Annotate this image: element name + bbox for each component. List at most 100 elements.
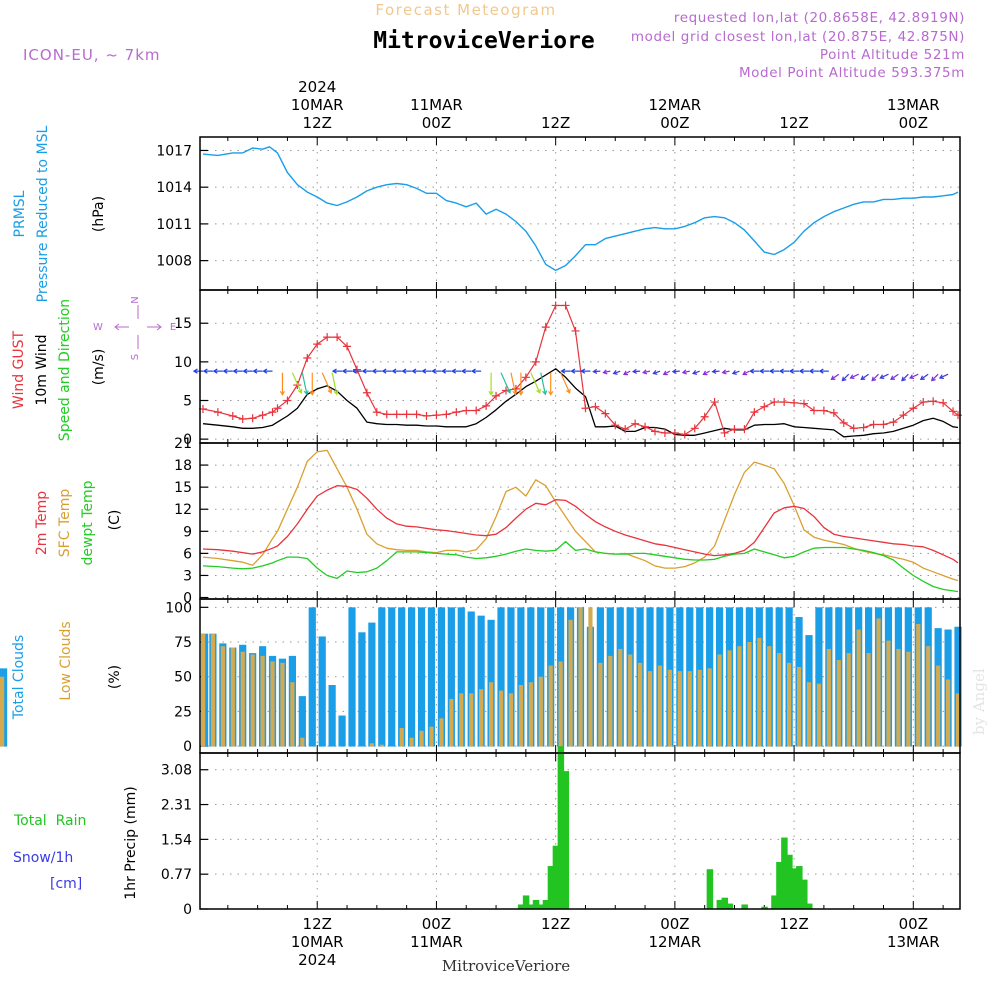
total-cloud-bar bbox=[338, 715, 346, 747]
low-cloud-bar bbox=[638, 662, 643, 747]
rain-bar bbox=[532, 899, 540, 909]
wind-arrow-icon bbox=[759, 368, 770, 374]
pressure-unit: (hPa) bbox=[91, 196, 107, 232]
low-cloud-bar bbox=[955, 693, 961, 747]
precip-label-rain: Total Rain bbox=[13, 813, 86, 829]
low-cloud-bar bbox=[548, 665, 553, 747]
cloud-label-total: Total Clouds bbox=[11, 635, 27, 720]
panels-layer: 1008101110141017051015036912151821025507… bbox=[0, 136, 963, 918]
rain-bar bbox=[796, 866, 803, 909]
temp-panel: 0 3 6 9 12 15 18 21 bbox=[174, 436, 961, 607]
wind-arrow-icon bbox=[570, 368, 581, 374]
wind-arrow-icon bbox=[681, 369, 690, 375]
gust-marker bbox=[670, 428, 679, 437]
rain-bar bbox=[771, 895, 778, 909]
low-cloud-bar bbox=[508, 693, 514, 747]
low-cloud-bar bbox=[816, 683, 822, 747]
bottom-time-label: 11MAR bbox=[410, 933, 463, 951]
wind-arrow-icon bbox=[930, 373, 939, 382]
wind-arrow-icon bbox=[830, 373, 840, 381]
gust-marker bbox=[680, 430, 689, 439]
requested-coords: requested lon,lat (20.8658E, 42.8919N) bbox=[674, 10, 965, 26]
pressure-label-msl: Pressure Reduced to MSL bbox=[35, 125, 51, 302]
wind-gust-line bbox=[202, 304, 959, 436]
y-tick-label: 6 bbox=[183, 546, 192, 562]
wind-arrow-icon bbox=[411, 368, 422, 374]
bottom-time-label: 2024 bbox=[298, 951, 336, 969]
top-time-label: 00Z bbox=[660, 114, 689, 132]
y-tick-label: 100 bbox=[165, 600, 192, 616]
wind-arrow-icon bbox=[451, 368, 462, 374]
wind-arrow-icon bbox=[341, 368, 352, 374]
gust-marker bbox=[720, 428, 729, 437]
wind-arrow-icon bbox=[351, 368, 362, 374]
wind-arrow-icon bbox=[631, 368, 641, 374]
gust-marker bbox=[780, 398, 789, 407]
wind-panel: 0 5 10 15 bbox=[174, 289, 963, 448]
gust-marker bbox=[611, 421, 620, 430]
wind-arrow-icon bbox=[671, 368, 680, 374]
gust-marker bbox=[800, 399, 809, 408]
total-cloud-bar bbox=[507, 607, 515, 747]
total-cloud-bar bbox=[298, 696, 306, 747]
low-cloud-bar bbox=[916, 623, 921, 747]
wind-arrow-icon bbox=[401, 368, 412, 374]
cloud-unit: (%) bbox=[107, 665, 123, 689]
wind-arrow-icon bbox=[580, 368, 591, 374]
temp-labels: 2m Temp SFC Temp dewpt Temp (C) bbox=[34, 480, 123, 565]
total-cloud-bar bbox=[467, 611, 475, 747]
temp-unit: (C) bbox=[107, 510, 123, 531]
low-cloud-bar bbox=[787, 662, 792, 747]
low-cloud-bar bbox=[201, 633, 206, 747]
low-cloud-bar bbox=[757, 637, 762, 747]
low-cloud-bar bbox=[876, 618, 881, 747]
total-cloud-bar bbox=[437, 607, 446, 747]
wind-arrow-icon bbox=[530, 372, 541, 394]
precip-labels: Total Rain Snow/1h [cm] 1hr Precip (mm) bbox=[13, 786, 139, 899]
low-cloud-bar bbox=[270, 661, 275, 747]
gust-marker bbox=[362, 388, 371, 397]
wind-arrow-icon bbox=[798, 368, 809, 374]
total-cloud-bar bbox=[457, 607, 465, 747]
temp-2m-line bbox=[202, 485, 959, 564]
rain-bar bbox=[706, 869, 714, 909]
top-time-label: 12Z bbox=[303, 114, 332, 132]
top-title: Forecast Meteogram bbox=[375, 1, 556, 19]
wind-arrow-icon bbox=[808, 368, 819, 374]
y-tick-label: 9 bbox=[183, 524, 192, 540]
rain-bar bbox=[562, 771, 570, 909]
gust-marker bbox=[839, 418, 848, 427]
low-cloud-bar bbox=[945, 679, 951, 747]
low-cloud-bar bbox=[926, 646, 931, 747]
y-tick-label: 1.54 bbox=[161, 832, 192, 848]
gust-marker bbox=[313, 340, 322, 349]
wind-labels: Wind GUST 10m Wind Speed and Direction (… bbox=[11, 296, 176, 441]
gust-marker bbox=[248, 414, 257, 423]
wind-arrow-icon bbox=[612, 370, 621, 375]
wind-arrow-icon bbox=[860, 373, 869, 381]
gust-marker bbox=[392, 410, 401, 419]
rain-bar bbox=[517, 904, 525, 909]
top-time-label: 10MAR bbox=[291, 96, 344, 114]
y-tick-label: 15 bbox=[174, 480, 192, 496]
model-altitude: Model Point Altitude 593.375m bbox=[739, 65, 965, 81]
rain-bar bbox=[791, 868, 798, 909]
gust-marker bbox=[750, 408, 759, 417]
compass-icon: N W E S bbox=[93, 296, 176, 360]
low-cloud-bar bbox=[260, 655, 265, 747]
sfc-temp-line bbox=[202, 449, 959, 582]
wind-arrow-icon bbox=[711, 368, 720, 374]
wind-arrow-icon bbox=[818, 368, 829, 374]
gust-marker bbox=[283, 396, 292, 405]
precip-label-snow: Snow/1h bbox=[13, 850, 73, 866]
y-tick-label: 3.08 bbox=[161, 763, 192, 779]
top-time-label: 00Z bbox=[422, 114, 451, 132]
low-cloud-bar bbox=[657, 665, 663, 747]
wind-arrow-icon bbox=[262, 368, 273, 374]
gust-marker bbox=[541, 323, 550, 332]
low-cloud-bar bbox=[936, 665, 941, 747]
wind-arrow-icon bbox=[938, 373, 949, 380]
y-tick-label: 1017 bbox=[156, 143, 192, 159]
total-cloud-bar bbox=[954, 626, 962, 747]
